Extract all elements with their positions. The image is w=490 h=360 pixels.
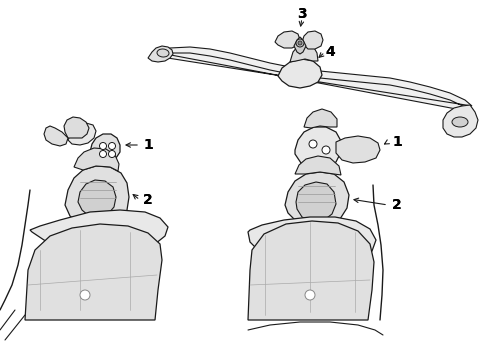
Polygon shape — [304, 109, 337, 128]
Polygon shape — [278, 59, 322, 88]
Circle shape — [322, 146, 330, 154]
Polygon shape — [294, 37, 306, 54]
Text: 2: 2 — [392, 198, 402, 212]
Text: 1: 1 — [143, 138, 153, 152]
Circle shape — [108, 150, 116, 158]
Polygon shape — [296, 182, 336, 222]
Text: 4: 4 — [325, 45, 335, 59]
Text: 2: 2 — [392, 198, 402, 212]
Ellipse shape — [157, 49, 169, 57]
Circle shape — [99, 150, 106, 158]
Circle shape — [99, 143, 106, 149]
Circle shape — [108, 143, 116, 149]
Polygon shape — [68, 123, 96, 145]
Polygon shape — [248, 217, 376, 266]
Polygon shape — [285, 68, 313, 86]
Text: 1: 1 — [143, 138, 153, 152]
Polygon shape — [25, 224, 162, 320]
Polygon shape — [285, 172, 349, 226]
Polygon shape — [155, 47, 472, 112]
Polygon shape — [443, 105, 478, 137]
Circle shape — [305, 290, 315, 300]
Polygon shape — [90, 134, 120, 162]
Text: 1: 1 — [392, 135, 402, 149]
Polygon shape — [74, 148, 119, 171]
Text: 2: 2 — [143, 193, 153, 207]
Circle shape — [298, 41, 302, 45]
Ellipse shape — [452, 117, 468, 127]
Polygon shape — [44, 126, 68, 146]
Text: 4: 4 — [325, 45, 335, 59]
Polygon shape — [275, 31, 300, 48]
Polygon shape — [336, 136, 380, 163]
Text: 3: 3 — [297, 7, 307, 21]
Polygon shape — [30, 210, 168, 253]
Text: 1: 1 — [392, 135, 402, 149]
Circle shape — [296, 39, 304, 47]
Text: 3: 3 — [297, 7, 307, 21]
Circle shape — [309, 140, 317, 148]
Polygon shape — [248, 221, 374, 320]
Polygon shape — [302, 31, 323, 49]
Polygon shape — [65, 166, 129, 227]
Polygon shape — [78, 180, 116, 217]
Circle shape — [80, 290, 90, 300]
Polygon shape — [148, 46, 173, 62]
Polygon shape — [290, 43, 318, 62]
Polygon shape — [64, 117, 89, 138]
Polygon shape — [295, 156, 341, 175]
Text: 2: 2 — [143, 193, 153, 207]
Polygon shape — [295, 127, 341, 168]
